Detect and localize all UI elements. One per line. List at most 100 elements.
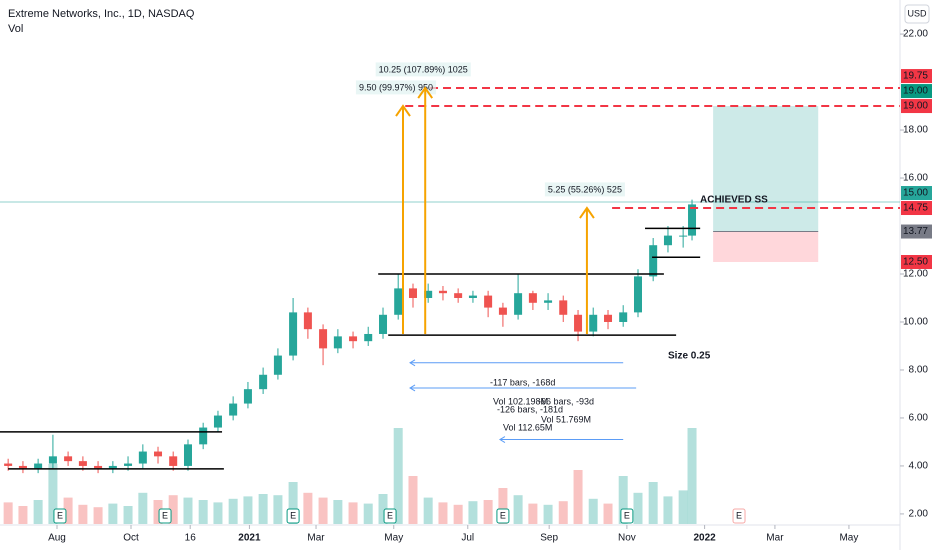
candle-body <box>229 403 238 416</box>
volume-bar <box>648 482 658 524</box>
arrow-head <box>579 206 595 219</box>
volume-bar <box>438 502 448 524</box>
candle-body <box>438 290 447 294</box>
volume-bar <box>687 428 697 524</box>
candle-body <box>514 293 523 315</box>
candle-body <box>183 444 192 466</box>
x-tick-label: Mar <box>307 533 325 544</box>
volume-bar <box>393 428 403 524</box>
candle-body <box>633 276 642 313</box>
range-note: Vol 51.769M <box>541 414 591 424</box>
volume-bar <box>168 495 178 524</box>
volume-bar <box>198 500 208 524</box>
earnings-marker <box>383 508 397 524</box>
volume-bar <box>378 494 388 524</box>
volume-bar <box>603 503 613 524</box>
volume-bar <box>468 501 478 524</box>
measure-label-bg <box>355 80 437 95</box>
volume-label: Vol <box>8 23 23 35</box>
volume-bar <box>3 502 13 524</box>
volume-bar <box>243 496 253 524</box>
earnings-label: E <box>162 510 168 520</box>
position-loss <box>713 231 819 262</box>
measure-label-bg <box>544 182 625 197</box>
earnings-label: E <box>624 510 630 520</box>
candle-body <box>243 389 252 404</box>
earnings-label: E <box>57 510 63 520</box>
candle-body <box>333 336 342 349</box>
volume-bar <box>78 504 88 524</box>
x-tick-label: 2022 <box>693 533 716 544</box>
volume-bars <box>3 428 697 524</box>
candle-body <box>78 461 87 466</box>
earnings-label: E <box>387 510 393 520</box>
achieved-note: ACHIEVED SS <box>700 195 768 206</box>
y-tick-label: 6.00 <box>909 413 929 424</box>
x-tick-label: May <box>384 533 403 544</box>
candle-body <box>379 314 388 334</box>
candle-body <box>424 290 433 298</box>
chart-title: Extreme Networks, Inc., 1D, NASDAQ <box>8 8 195 20</box>
price-label-bg <box>901 201 932 216</box>
earnings-label: E <box>500 510 506 520</box>
volume-bar <box>258 494 268 524</box>
volume-bar <box>528 503 538 524</box>
y-tick-label: 12.00 <box>903 269 928 280</box>
range-arrow-head <box>498 436 506 443</box>
candle-body <box>108 465 117 469</box>
range-arrow-head <box>409 384 416 392</box>
y-tick-label: 22.00 <box>903 29 928 40</box>
price-label-bg <box>901 99 932 114</box>
candle-body <box>408 288 417 298</box>
currency: USD <box>907 8 927 18</box>
range-note: Vol 112.65M <box>503 422 552 432</box>
volume-bar <box>108 503 118 524</box>
price-label-bg <box>901 224 932 239</box>
candle-body <box>589 314 598 332</box>
price-label: 19.00 <box>903 101 928 112</box>
price-label: 19.00 <box>903 86 928 97</box>
earnings-marker <box>732 508 746 524</box>
y-tick-label: 2.00 <box>909 509 929 520</box>
candle-body <box>364 333 373 342</box>
volume-bar <box>18 506 28 524</box>
volume-bar <box>213 502 223 524</box>
volume-bar <box>453 504 463 524</box>
candle-body <box>34 463 43 469</box>
volume-bar <box>138 492 148 524</box>
candle-body <box>498 307 507 315</box>
range-arrow-head <box>409 359 416 367</box>
candle-body <box>303 312 312 330</box>
price-label: 14.75 <box>903 203 928 214</box>
volume-bar <box>333 500 343 524</box>
earnings-label: E <box>736 510 742 520</box>
volume-bar <box>348 502 358 524</box>
x-tick-label: Mar <box>766 533 784 544</box>
volume-bar <box>93 507 103 524</box>
earnings-marker <box>286 508 300 524</box>
candle-body <box>349 336 358 342</box>
volume-bar <box>63 497 73 524</box>
volume-bar <box>543 504 553 524</box>
volume-bar <box>303 492 313 524</box>
candle-body <box>154 451 163 457</box>
candle-body <box>94 465 103 469</box>
x-tick-label: May <box>839 533 858 544</box>
volume-bar <box>498 488 508 524</box>
price-label: 19.75 <box>903 71 928 82</box>
currency-box[interactable] <box>904 4 930 24</box>
price-label: 12.50 <box>903 257 928 268</box>
candle-body <box>468 295 477 298</box>
candle-body <box>124 463 133 466</box>
volume-bar <box>183 497 193 524</box>
range-note: -126 bars, -181d <box>497 404 563 414</box>
y-tick-label: 8.00 <box>909 365 929 376</box>
price-label: 13.77 <box>903 226 928 237</box>
position-profit <box>713 106 819 232</box>
candle-body <box>528 293 537 303</box>
volume-bar <box>408 476 418 524</box>
candle-body <box>574 314 583 332</box>
measure-label-bg <box>375 62 471 77</box>
volume-bar <box>618 476 628 524</box>
